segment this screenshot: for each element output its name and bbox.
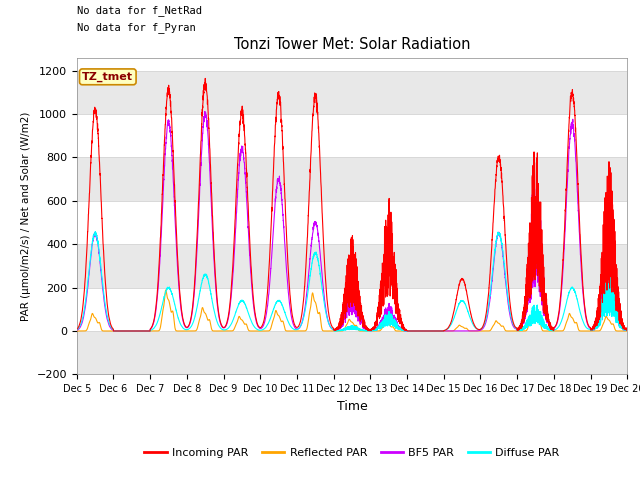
X-axis label: Time: Time xyxy=(337,400,367,413)
Text: No data for f_NetRad: No data for f_NetRad xyxy=(77,5,202,16)
Bar xyxy=(77,244,627,288)
Bar xyxy=(77,331,627,374)
Bar xyxy=(77,71,627,114)
Text: TZ_tmet: TZ_tmet xyxy=(83,72,133,82)
Legend: Incoming PAR, Reflected PAR, BF5 PAR, Diffuse PAR: Incoming PAR, Reflected PAR, BF5 PAR, Di… xyxy=(140,444,564,462)
Title: Tonzi Tower Met: Solar Radiation: Tonzi Tower Met: Solar Radiation xyxy=(234,37,470,52)
Bar xyxy=(77,157,627,201)
Text: No data for f_Pyran: No data for f_Pyran xyxy=(77,22,196,33)
Y-axis label: PAR (μmol/m2/s) / Net and Solar (W/m2): PAR (μmol/m2/s) / Net and Solar (W/m2) xyxy=(21,111,31,321)
